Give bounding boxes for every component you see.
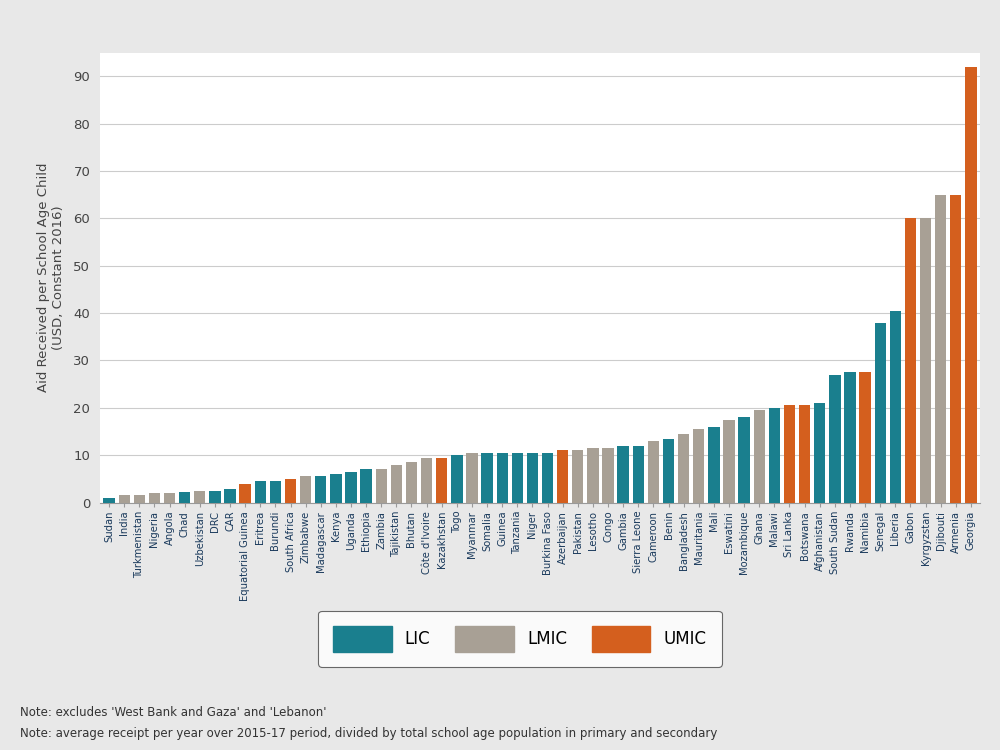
Bar: [224, 489, 236, 502]
Text: Note: average receipt per year over 2015-17 period, divided by total school age : Note: average receipt per year over 2015…: [20, 727, 717, 740]
Legend: LIC, LMIC, UMIC: LIC, LMIC, UMIC: [318, 611, 722, 667]
Bar: [285, 478, 296, 502]
Bar: [194, 490, 205, 502]
Bar: [950, 194, 961, 502]
Text: Note: excludes 'West Bank and Gaza' and 'Lebanon': Note: excludes 'West Bank and Gaza' and …: [20, 706, 326, 719]
Bar: [648, 441, 659, 503]
Bar: [890, 310, 901, 503]
Bar: [406, 462, 417, 503]
Bar: [693, 429, 704, 502]
Bar: [633, 446, 644, 503]
Bar: [451, 455, 463, 503]
Bar: [330, 474, 342, 502]
Bar: [905, 218, 916, 502]
Bar: [209, 490, 221, 502]
Bar: [738, 417, 750, 503]
Bar: [315, 476, 326, 502]
Bar: [784, 406, 795, 502]
Bar: [617, 446, 629, 503]
Bar: [255, 482, 266, 502]
Bar: [723, 419, 735, 503]
Bar: [814, 403, 825, 502]
Bar: [754, 410, 765, 503]
Y-axis label: Aid Received per School Age Child
(USD, Constant 2016): Aid Received per School Age Child (USD, …: [37, 163, 65, 392]
Bar: [421, 458, 432, 503]
Bar: [799, 406, 810, 502]
Bar: [920, 218, 931, 502]
Bar: [481, 453, 493, 503]
Bar: [557, 451, 568, 503]
Bar: [769, 408, 780, 503]
Bar: [391, 464, 402, 503]
Bar: [708, 427, 720, 502]
Bar: [875, 322, 886, 502]
Bar: [376, 470, 387, 502]
Bar: [542, 453, 553, 503]
Bar: [663, 439, 674, 503]
Bar: [164, 493, 175, 502]
Bar: [572, 451, 583, 503]
Bar: [497, 453, 508, 503]
Bar: [859, 372, 871, 502]
Bar: [360, 470, 372, 502]
Bar: [119, 496, 130, 502]
Bar: [935, 194, 946, 502]
Bar: [149, 493, 160, 502]
Bar: [345, 472, 357, 502]
Bar: [527, 453, 538, 503]
Bar: [134, 496, 145, 502]
Bar: [587, 448, 599, 503]
Bar: [103, 498, 115, 502]
Bar: [179, 492, 190, 502]
Bar: [602, 448, 614, 503]
Bar: [239, 484, 251, 502]
Bar: [270, 482, 281, 502]
Bar: [300, 476, 311, 502]
Bar: [678, 433, 689, 502]
Bar: [466, 453, 478, 503]
Bar: [512, 453, 523, 503]
Bar: [829, 374, 841, 502]
Bar: [844, 372, 856, 502]
Bar: [436, 458, 447, 503]
Bar: [965, 67, 977, 503]
